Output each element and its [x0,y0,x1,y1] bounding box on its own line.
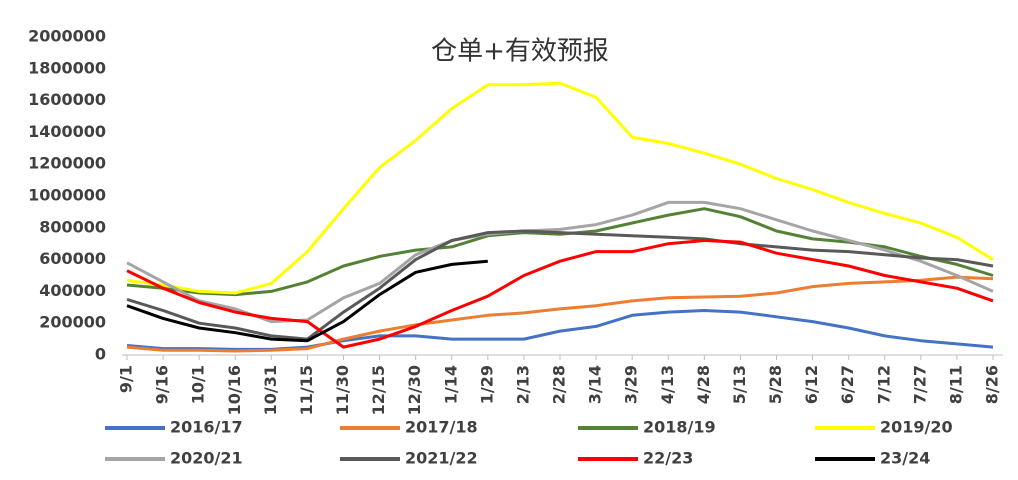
x-tick-label: 11/15 [297,365,316,415]
x-tick-label: 6/12 [802,365,821,404]
x-tick-label: 7/27 [910,365,929,404]
legend-label: 2016/17 [170,418,243,437]
y-tick-label: 800000 [39,217,106,236]
x-tick-label: 4/28 [694,365,713,404]
series-line [126,259,488,343]
x-tick-label: 10/31 [261,365,280,415]
series-line [126,207,994,297]
x-tick-label: 12/30 [405,365,424,415]
series-line [126,229,994,341]
chart-title: 仓单+有效预报 [431,37,609,67]
legend-label: 2020/21 [170,449,243,468]
x-tick-label: 2/28 [550,365,569,404]
x-tick-label: 9/1 [117,365,136,393]
x-tick-label: 4/13 [658,365,677,404]
x-tick-label: 1/14 [441,365,460,404]
x-tick-label: 7/12 [874,365,893,404]
y-tick-label: 200000 [39,313,106,332]
series-line [126,239,994,349]
x-tick-label: 10/1 [189,365,208,404]
y-tick-label: 1600000 [28,90,106,109]
y-tick-label: 2000000 [28,27,106,46]
series-line [126,81,994,295]
x-tick-label: 5/13 [730,365,749,404]
x-tick-label: 6/27 [838,365,857,404]
y-tick-label: 600000 [39,249,106,268]
x-tick-label: 12/15 [369,365,388,415]
x-tick-label: 1/29 [477,365,496,404]
legend-label: 23/24 [880,449,930,468]
x-tick-label: 2/13 [513,365,532,404]
y-tick-label: 1800000 [28,58,106,77]
x-tick-label: 10/16 [225,365,244,415]
x-tick-label: 8/11 [946,365,965,404]
legend-label: 2021/22 [405,449,478,468]
y-tick-label: 400000 [39,281,106,300]
legend-label: 2017/18 [405,418,478,437]
x-tick-label: 3/14 [586,365,605,404]
x-tick-label: 5/28 [766,365,785,404]
legend-label: 2019/20 [880,418,953,437]
x-tick-label: 9/16 [153,365,172,404]
y-tick-label: 0 [95,345,106,364]
x-tick-label: 8/26 [983,365,1002,404]
y-tick-label: 1000000 [28,186,106,205]
legend-label: 2018/19 [643,418,716,437]
y-tick-label: 1200000 [28,154,106,173]
x-tick-label: 11/30 [333,365,352,415]
series-line [126,275,994,353]
y-tick-label: 1400000 [28,122,106,141]
series-line [126,200,994,324]
x-tick-label: 3/29 [622,365,641,404]
legend-label: 22/23 [643,449,693,468]
